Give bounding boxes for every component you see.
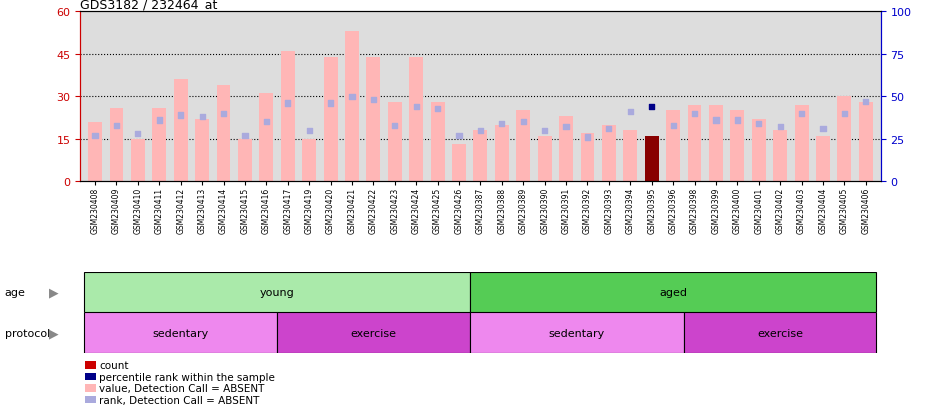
Text: value, Detection Call = ABSENT: value, Detection Call = ABSENT bbox=[99, 383, 265, 393]
Bar bbox=[624, 131, 637, 182]
Point bbox=[495, 121, 510, 128]
Text: percentile rank within the sample: percentile rank within the sample bbox=[99, 372, 275, 382]
Bar bbox=[470, 313, 684, 353]
Bar bbox=[89, 122, 102, 182]
Point bbox=[601, 126, 616, 133]
Point bbox=[708, 117, 723, 124]
Point bbox=[559, 124, 574, 131]
Bar bbox=[409, 57, 423, 182]
Bar bbox=[238, 140, 252, 182]
Bar bbox=[688, 106, 702, 182]
Bar bbox=[795, 106, 808, 182]
Point bbox=[109, 123, 124, 129]
Bar bbox=[302, 140, 317, 182]
Point bbox=[345, 94, 360, 100]
Text: ▶: ▶ bbox=[49, 286, 58, 299]
Point bbox=[280, 100, 295, 107]
Bar bbox=[666, 111, 680, 182]
Point bbox=[623, 109, 638, 116]
Point bbox=[451, 133, 466, 139]
Bar bbox=[195, 120, 209, 182]
Bar bbox=[109, 108, 123, 182]
Text: young: young bbox=[260, 287, 295, 297]
Text: ▶: ▶ bbox=[49, 326, 58, 339]
Bar bbox=[366, 57, 381, 182]
Bar bbox=[259, 94, 273, 182]
Bar bbox=[85, 273, 470, 312]
Bar bbox=[345, 32, 359, 182]
Bar bbox=[644, 137, 658, 182]
Bar bbox=[516, 111, 530, 182]
Point bbox=[537, 128, 552, 134]
Point bbox=[301, 128, 317, 134]
Point bbox=[836, 111, 852, 117]
Point bbox=[387, 123, 402, 129]
Text: GDS3182 / 232464_at: GDS3182 / 232464_at bbox=[80, 0, 218, 11]
Bar bbox=[580, 134, 594, 182]
Bar bbox=[281, 52, 295, 182]
Bar bbox=[324, 57, 337, 182]
Bar bbox=[217, 86, 231, 182]
Bar bbox=[153, 108, 166, 182]
Bar bbox=[277, 313, 470, 353]
Point bbox=[644, 104, 659, 111]
Bar bbox=[388, 103, 401, 182]
Bar bbox=[495, 125, 509, 182]
Bar bbox=[773, 131, 788, 182]
Bar bbox=[709, 106, 723, 182]
Bar bbox=[474, 131, 487, 182]
Bar bbox=[538, 137, 552, 182]
Point bbox=[473, 128, 488, 134]
Point bbox=[772, 124, 788, 131]
Point bbox=[237, 133, 252, 139]
Point bbox=[216, 111, 231, 117]
Point bbox=[365, 97, 381, 104]
Point bbox=[580, 134, 595, 141]
Point bbox=[687, 111, 702, 117]
Point bbox=[195, 114, 210, 121]
Point bbox=[730, 117, 745, 124]
Bar bbox=[430, 103, 445, 182]
Point bbox=[409, 104, 424, 111]
Point bbox=[88, 133, 103, 139]
Text: exercise: exercise bbox=[757, 328, 804, 338]
Text: count: count bbox=[99, 360, 128, 370]
Point bbox=[858, 99, 873, 105]
Point bbox=[430, 106, 446, 112]
Text: sedentary: sedentary bbox=[548, 328, 605, 338]
Bar bbox=[684, 313, 876, 353]
Bar bbox=[173, 80, 187, 182]
Text: sedentary: sedentary bbox=[153, 328, 209, 338]
Point bbox=[152, 117, 167, 124]
Bar bbox=[470, 273, 876, 312]
Point bbox=[816, 126, 831, 133]
Bar bbox=[131, 140, 145, 182]
Point bbox=[130, 131, 145, 138]
Bar bbox=[837, 97, 852, 182]
Bar bbox=[752, 120, 766, 182]
Point bbox=[794, 111, 809, 117]
Text: protocol: protocol bbox=[5, 328, 50, 338]
Point bbox=[751, 121, 766, 128]
Point bbox=[173, 112, 188, 119]
Bar bbox=[560, 117, 573, 182]
Bar bbox=[602, 125, 616, 182]
Text: age: age bbox=[5, 287, 25, 297]
Text: exercise: exercise bbox=[350, 328, 397, 338]
Bar bbox=[816, 137, 830, 182]
Bar bbox=[452, 145, 466, 182]
Bar bbox=[730, 111, 744, 182]
Point bbox=[259, 119, 274, 126]
Point bbox=[666, 123, 681, 129]
Point bbox=[323, 100, 338, 107]
Bar bbox=[859, 103, 872, 182]
Point bbox=[515, 119, 530, 126]
Bar bbox=[85, 313, 277, 353]
Text: rank, Detection Call = ABSENT: rank, Detection Call = ABSENT bbox=[99, 395, 259, 405]
Text: aged: aged bbox=[659, 287, 687, 297]
